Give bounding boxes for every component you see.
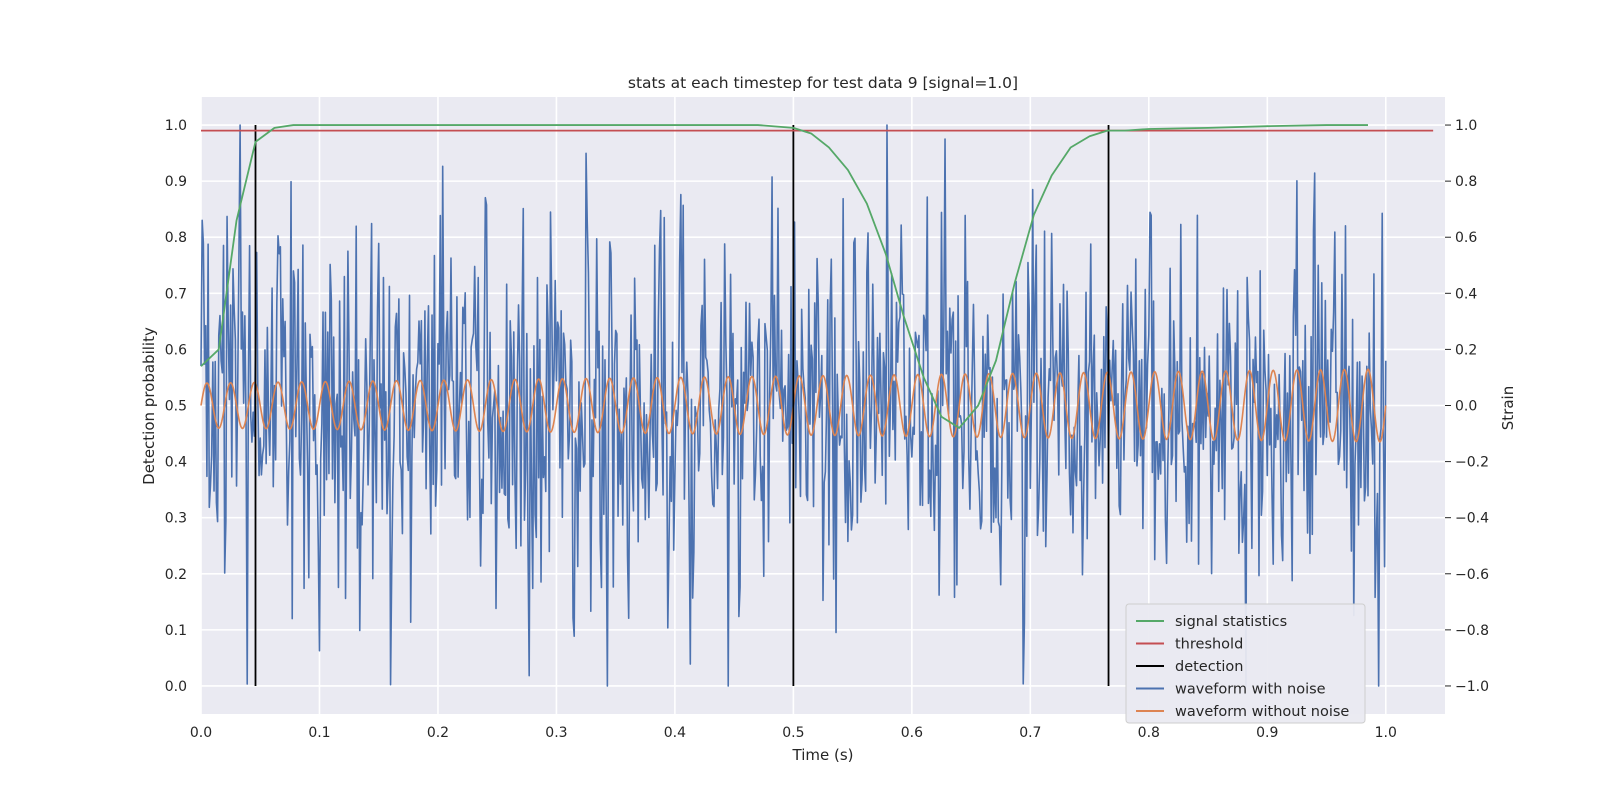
- y-tick-label: 0.3: [165, 511, 187, 527]
- y2-tick-label: −0.2: [1455, 455, 1489, 471]
- y-tick-label: 0.2: [165, 567, 187, 583]
- y2-tick-label: 1.0: [1455, 118, 1477, 134]
- y2-tick-labels: −1.0 −0.8 −0.6 −0.4 −0.2 0.0 0.2 0.4 0.6 0.8 1.0: [1445, 118, 1489, 695]
- y-tick-label: 0.0: [165, 679, 187, 695]
- y2-axis-label: Strain: [1499, 386, 1517, 430]
- x-tick-label: 0.4: [664, 725, 686, 741]
- x-tick-label: 0.6: [901, 725, 923, 741]
- x-tick-label: 0.7: [1019, 725, 1041, 741]
- y-tick-label: 0.1: [165, 623, 187, 639]
- y-tick-label: 1.0: [165, 118, 187, 134]
- x-tick-label: 0.2: [427, 725, 449, 741]
- x-tick-label: 0.8: [1138, 725, 1160, 741]
- y-tick-label: 0.5: [165, 399, 187, 415]
- y2-tick-label: −0.6: [1455, 567, 1489, 583]
- x-tick-label: 0.9: [1256, 725, 1278, 741]
- x-tick-labels: 0.0 0.1 0.2 0.3 0.4 0.5 0.6 0.7 0.8 0.9 1.0: [190, 725, 1397, 741]
- y-tick-label: 0.6: [165, 342, 187, 358]
- series-signal-statistics: [200, 124, 1368, 429]
- y-tick-label: 0.7: [165, 286, 187, 302]
- legend-label: waveform without noise: [1175, 704, 1349, 720]
- y2-tick-label: 0.4: [1455, 286, 1477, 302]
- y2-tick-label: −0.8: [1455, 623, 1489, 639]
- x-axis-label: Time (s): [792, 746, 854, 764]
- y2-tick-label: −1.0: [1455, 679, 1489, 695]
- series-layer: [200, 124, 1434, 687]
- x-tick-label: 0.1: [308, 725, 330, 741]
- x-tick-label: 1.0: [1375, 725, 1397, 741]
- y2-tick-label: 0.0: [1455, 399, 1477, 415]
- x-tick-label: 0.3: [545, 725, 567, 741]
- x-tick-label: 0.0: [190, 725, 212, 741]
- legend: signal statistics threshold detection wavef…: [1125, 603, 1366, 724]
- legend-label: waveform with noise: [1175, 682, 1326, 698]
- legend-label: detection: [1175, 659, 1243, 675]
- y-tick-label: 0.4: [165, 455, 187, 471]
- y2-tick-label: 0.8: [1455, 174, 1477, 190]
- y-tick-label: 0.8: [165, 230, 187, 246]
- legend-label: threshold: [1175, 637, 1243, 653]
- x-tick-label: 0.5: [782, 725, 804, 741]
- y-axis-label: Detection probability: [140, 327, 158, 485]
- legend-label: signal statistics: [1175, 614, 1287, 630]
- legend-box: [1125, 603, 1366, 724]
- y2-tick-label: −0.4: [1455, 511, 1489, 527]
- y-tick-labels: 0.0 0.1 0.2 0.3 0.4 0.5 0.6 0.7 0.8 0.9 1.0: [165, 118, 187, 695]
- y-tick-label: 0.9: [165, 174, 187, 190]
- y2-tick-label: 0.2: [1455, 342, 1477, 358]
- y2-tick-label: 0.6: [1455, 230, 1477, 246]
- chart-title: stats at each timestep for test data 9 […: [628, 74, 1018, 92]
